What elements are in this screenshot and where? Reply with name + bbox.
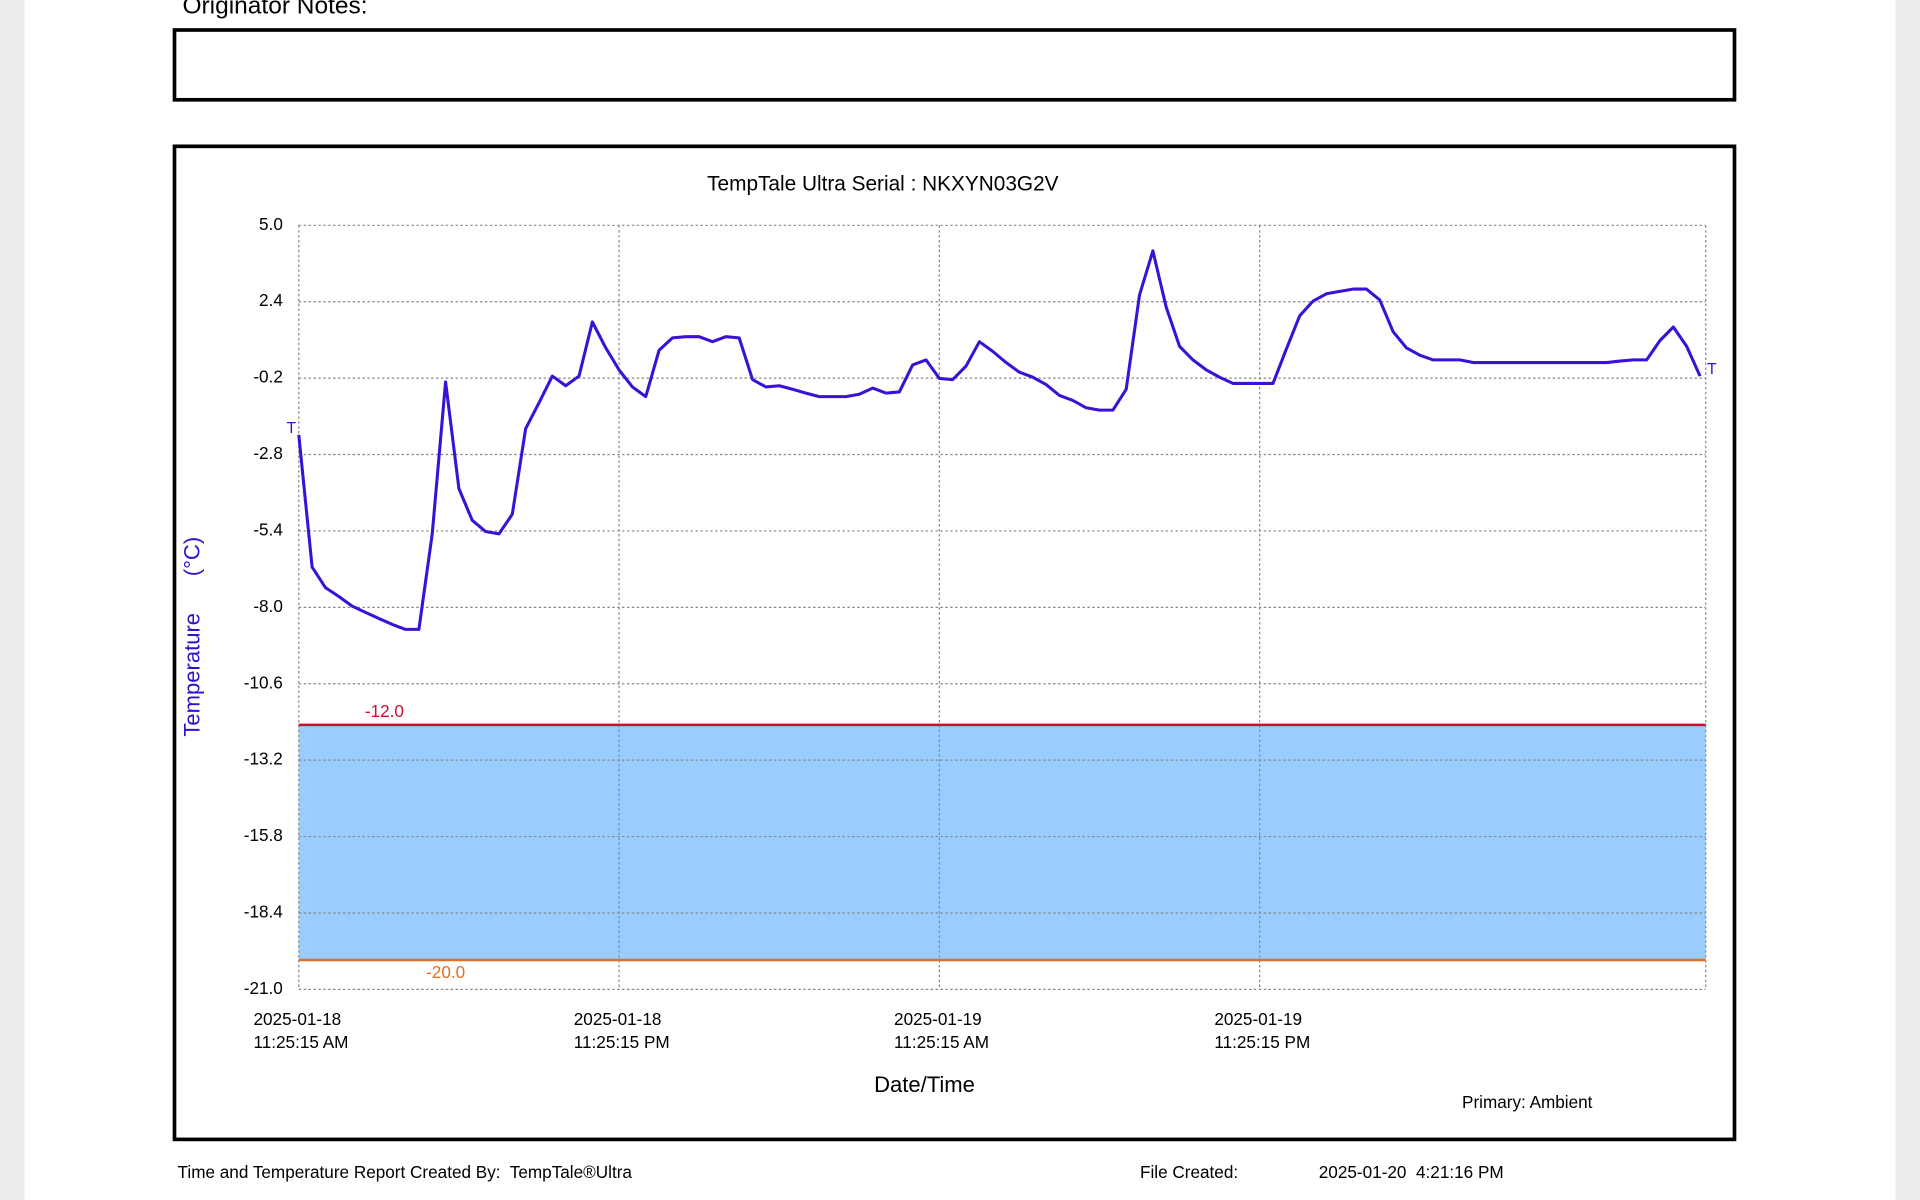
notes-box: [172, 28, 1737, 102]
trip-marker: T: [287, 420, 297, 437]
y-tick-label: -8.0: [253, 596, 283, 616]
chart-frame: [172, 144, 1737, 1142]
footer-file-date: 2025-01-20 4:21:16 PM: [1318, 1162, 1504, 1182]
temperature-line: [297, 249, 1702, 631]
x-tick-label: 2025-01-18 11:25:15 AM: [253, 1008, 349, 1052]
threshold-band: [298, 724, 1706, 961]
y-tick-label: -13.2: [244, 749, 283, 769]
threshold-label: -12.0: [365, 701, 404, 721]
y-tick-label: 5.0: [259, 214, 283, 234]
notes-label: Originator Notes:: [182, 0, 368, 20]
y-tick-label: -2.8: [253, 443, 283, 463]
right-gutter: [1895, 0, 1920, 1200]
x-tick-label: 2025-01-18 11:25:15 PM: [573, 1008, 670, 1052]
y-tick-label: -18.4: [244, 902, 284, 922]
y-axis-label: Temperature (°C): [179, 537, 204, 737]
left-gutter: [0, 0, 25, 1200]
y-tick-label: -0.2: [253, 367, 283, 387]
x-axis-label: Date/Time: [874, 1072, 975, 1097]
x-tick-label: 2025-01-19 11:25:15 AM: [894, 1008, 990, 1052]
x-tick-label: 2025-01-19 11:25:15 PM: [1214, 1008, 1311, 1052]
threshold-label: -20.0: [426, 962, 465, 982]
y-tick-label: -10.6: [244, 672, 283, 692]
y-tick-label: 2.4: [259, 290, 283, 310]
y-tick-label: -15.8: [244, 825, 283, 845]
y-tick-label: -5.4: [253, 519, 283, 539]
footer-created-by: Time and Temperature Report Created By: …: [177, 1162, 632, 1182]
chart-title: TempTale Ultra Serial : NKXYN03G2V: [707, 172, 1058, 195]
legend-label: Primary: Ambient: [1462, 1092, 1593, 1112]
y-tick-label: -21.0: [244, 978, 283, 998]
footer-file-label: File Created:: [1140, 1162, 1239, 1182]
trip-marker: T: [1707, 361, 1717, 378]
